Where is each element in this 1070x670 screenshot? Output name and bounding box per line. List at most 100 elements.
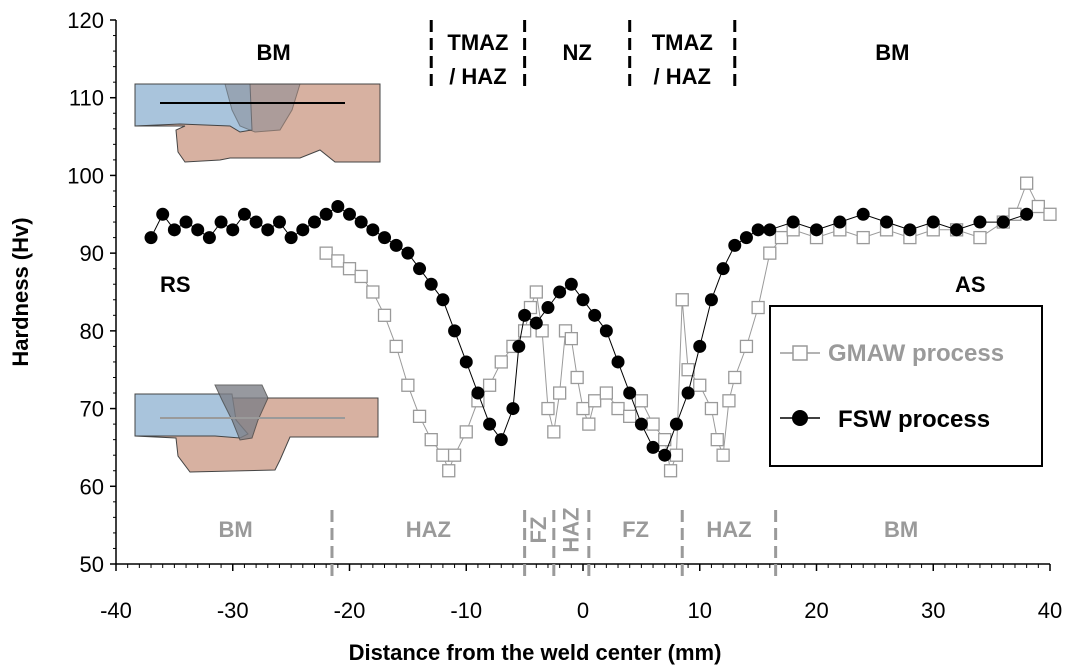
fsw-point (739, 231, 753, 245)
gmaw-point (570, 370, 584, 385)
gmaw-point (541, 401, 555, 416)
fsw-point (512, 339, 526, 353)
legend-fsw-marker (792, 410, 808, 426)
bottom-zone-label: BM (884, 517, 918, 542)
gmaw-point (366, 285, 380, 299)
fsw-point (378, 231, 392, 245)
gmaw-point (564, 331, 578, 346)
bottom-zone-label: FZ (526, 517, 551, 544)
gmaw-point (447, 448, 462, 462)
zone-markers: BM TMAZ / HAZ NZ TMAZ / HAZ BM BM HAZ FZ HAZ FZ HAZ B… (219, 20, 918, 580)
x-tick-label: 20 (804, 598, 828, 623)
fsw-point (483, 417, 497, 431)
gmaw-point (774, 230, 789, 245)
legend-gmaw-marker (792, 345, 808, 361)
gmaw-point (611, 401, 625, 416)
fsw-point (401, 246, 415, 260)
gmaw-point (401, 378, 415, 392)
bottom-zone-label: HAZ (558, 507, 583, 552)
fsw-point (763, 223, 777, 237)
y-tick-label: 100 (67, 163, 104, 188)
fsw-point (191, 223, 205, 237)
y-ticks: 50 60 70 80 90 100 110 120 (67, 8, 116, 577)
top-zone-label: TMAZ (447, 30, 508, 55)
fsw-point (623, 386, 637, 400)
fsw-point (856, 207, 870, 221)
gmaw-point (1043, 207, 1057, 221)
gmaw-point (494, 355, 508, 369)
gmaw-point (623, 409, 637, 423)
fsw-point (681, 386, 695, 400)
top-zone-label: TMAZ (652, 30, 713, 55)
fsw-point (156, 207, 170, 221)
fsw-point (704, 293, 718, 307)
fsw-point (634, 417, 648, 431)
top-zone-label: NZ (562, 40, 591, 65)
fsw-point (448, 324, 462, 338)
fsw-point (716, 262, 730, 276)
fsw-point (541, 301, 555, 315)
gmaw-point (1020, 176, 1034, 190)
fsw-point (494, 433, 508, 447)
fsw-point (237, 207, 251, 221)
bottom-zone-label: HAZ (406, 517, 451, 542)
y-tick-label: 60 (80, 474, 104, 499)
fsw-point (926, 215, 940, 229)
gmaw-point (412, 409, 427, 423)
fsw-point (646, 440, 660, 454)
gmaw-point (675, 293, 689, 307)
fsw-point (1020, 207, 1034, 221)
fsw-joint-illustration (134, 83, 381, 163)
fsw-point (588, 308, 602, 322)
fsw-point (389, 238, 403, 252)
x-tick-label: -20 (334, 598, 366, 623)
annotation-rs: RS (160, 272, 191, 297)
fsw-point (343, 207, 356, 221)
fsw-point (471, 386, 485, 400)
x-axis-title: Distance from the weld center (mm) (349, 640, 722, 665)
y-tick-label: 90 (80, 241, 104, 266)
gmaw-point (547, 425, 561, 439)
top-zone-label: BM (875, 40, 909, 65)
gmaw-point (582, 417, 596, 431)
x-tick-label: 0 (577, 598, 589, 623)
gmaw-point (646, 417, 660, 431)
legend-gmaw-label: GMAW process (828, 340, 1004, 367)
fsw-point (319, 207, 333, 221)
fsw-point (950, 223, 964, 237)
fsw-point (331, 200, 345, 214)
bottom-zone-label: FZ (622, 517, 649, 542)
gmaw-point (588, 394, 602, 408)
fsw-point (599, 324, 613, 338)
fsw-point (669, 417, 683, 431)
x-ticks: -40 -30 -20 -10 0 10 20 30 40 (100, 564, 1062, 623)
gmaw-point (704, 401, 719, 416)
gmaw-point (973, 230, 987, 245)
bottom-zone-label: BM (219, 517, 253, 542)
fsw-point (226, 223, 240, 237)
gmaw-point (424, 433, 438, 447)
legend: GMAW process FSW process (769, 305, 1043, 467)
gmaw-point (576, 401, 590, 416)
x-tick-label: 30 (921, 598, 945, 623)
y-tick-label: 50 (80, 552, 104, 577)
gmaw-point (377, 308, 392, 322)
fsw-point (833, 215, 847, 229)
top-zone-label-line2: / HAZ (449, 64, 506, 89)
fsw-point (272, 215, 286, 229)
y-tick-label: 80 (80, 319, 104, 344)
top-zone-label: BM (257, 40, 291, 65)
legend-box (769, 305, 1043, 467)
x-tick-label: 10 (688, 598, 712, 623)
gmaw-point (436, 448, 450, 462)
fsw-point (658, 448, 672, 462)
gmaw-point (331, 254, 345, 268)
gmaw-point (716, 448, 730, 462)
x-tick-label: 40 (1038, 598, 1062, 623)
fsw-point (751, 223, 765, 237)
gmaw-point (693, 378, 707, 392)
gmaw-point (739, 339, 754, 354)
gmaw-point (482, 378, 497, 392)
fsw-point (366, 223, 380, 237)
x-tick-label: -40 (100, 598, 132, 623)
